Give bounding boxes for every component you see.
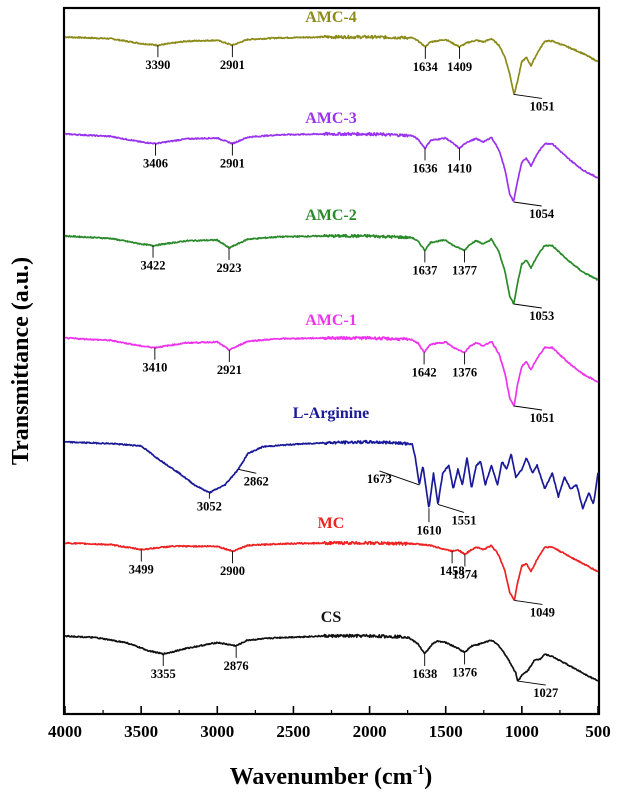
peak-label: 3390	[145, 58, 170, 72]
x-tick-label: 2500	[276, 722, 310, 741]
series-amc-4: AMC-4 3390 2901 1634 1409 1051	[64, 9, 599, 113]
series-amc-2: AMC-2 3422 2923 1637 1377 1053	[64, 207, 599, 323]
peak-label: 1409	[447, 60, 472, 74]
peak-label: 1054	[529, 207, 555, 221]
peak-label: 1634	[413, 60, 439, 74]
peak-label: 1053	[529, 309, 554, 323]
peak-label: 1458	[440, 564, 465, 578]
peak-label: 3355	[151, 667, 176, 681]
x-tick-label: 1500	[429, 722, 463, 741]
peak-label: 2862	[244, 474, 269, 488]
peak-label: 3052	[197, 500, 222, 514]
series-line	[64, 540, 599, 601]
peak-label: 1637	[412, 263, 437, 277]
peak-leader	[514, 405, 543, 411]
peak-label: 1051	[530, 411, 555, 425]
series-cs: CS 3355 2876 1638 1376 1027	[64, 609, 599, 700]
peak-label: 1610	[416, 523, 441, 537]
peak-label: 2901	[220, 157, 245, 171]
peak-label: 1377	[452, 263, 477, 277]
peak-label: 2900	[220, 564, 245, 578]
x-tick-label: 3000	[200, 722, 234, 741]
peak-label: 3422	[141, 259, 166, 273]
series-l-arginine: L-Arginine 3052 2862 1673 1610 1551	[64, 405, 599, 537]
x-tick-label: 3500	[124, 722, 158, 741]
series-name-label: CS	[321, 609, 342, 626]
peak-label: 1410	[447, 161, 472, 175]
x-axis-title: Wavenumber (cm-1)	[230, 763, 433, 790]
y-axis-title: Transmittance (a.u.)	[8, 257, 34, 465]
peak-leader	[513, 303, 542, 309]
series-line	[64, 131, 599, 202]
peak-label: 1376	[452, 665, 477, 679]
peak-label: 1027	[533, 686, 558, 700]
peak-label: 1673	[367, 472, 392, 486]
series-line	[64, 335, 599, 407]
x-axis-ticks: 4000 3500 3000 2500 2000 1500 1000 500	[48, 706, 611, 741]
peak-label: 1551	[451, 513, 476, 527]
peak-label: 1638	[412, 667, 437, 681]
peak-label: 1642	[412, 365, 437, 379]
peak-label: 3406	[143, 157, 168, 171]
peak-label: 3499	[129, 563, 154, 577]
peak-label: 1051	[530, 99, 555, 113]
peak-leader	[379, 470, 420, 486]
series-line	[64, 633, 599, 682]
peak-leader	[238, 468, 257, 474]
peak-leader	[513, 201, 542, 207]
series-amc-1: AMC-1 3410 2921 1642 1376 1051	[64, 312, 599, 425]
series-line	[64, 439, 599, 510]
peak-leader	[437, 503, 465, 513]
x-tick-label: 4000	[48, 722, 82, 741]
peak-label: 3410	[142, 361, 167, 375]
x-tick-label: 2000	[353, 722, 387, 741]
series-name-label: MC	[318, 515, 345, 532]
peak-label: 1049	[530, 605, 555, 619]
peak-label: 1374	[452, 567, 478, 581]
x-tick-label: 500	[585, 722, 611, 741]
series-amc-3: AMC-3 3406 2901 1636 1410 1054	[64, 110, 599, 221]
series-name-label: AMC-3	[305, 110, 357, 127]
series-name-label: AMC-2	[305, 207, 357, 224]
peak-label: 2921	[217, 363, 242, 377]
peak-label: 2901	[220, 58, 245, 72]
series-name-label: AMC-1	[305, 312, 357, 329]
series-name-label: AMC-4	[305, 9, 357, 26]
peak-label: 2923	[217, 261, 242, 275]
series-line	[64, 233, 599, 305]
series-line	[64, 34, 599, 95]
x-tick-label: 1000	[505, 722, 539, 741]
series-layer: AMC-4 3390 2901 1634 1409 1051 AMC-3 3406 2901 16…	[64, 9, 599, 700]
peak-leader	[514, 93, 543, 99]
peak-label: 1636	[413, 161, 438, 175]
series-name-label: L-Arginine	[293, 405, 369, 422]
peak-label: 2876	[224, 659, 249, 673]
peak-leader	[517, 680, 546, 686]
peak-label: 1376	[452, 365, 477, 379]
peak-leader	[514, 599, 543, 605]
